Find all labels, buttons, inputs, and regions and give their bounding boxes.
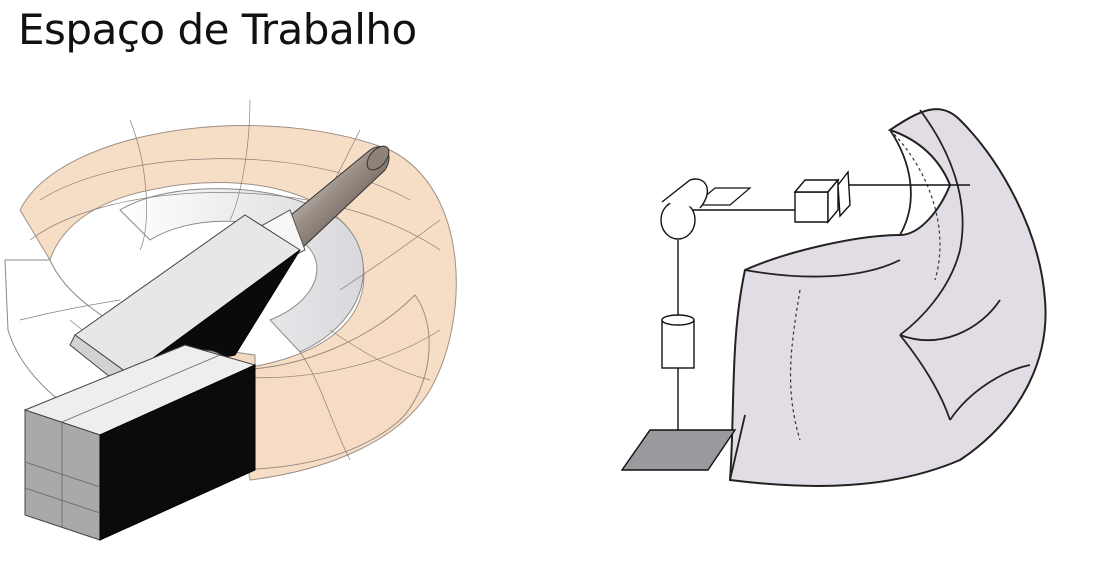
base-plate xyxy=(620,429,737,471)
scara-workspace-volume-icon xyxy=(620,108,1047,487)
joint-cylinder-2 xyxy=(661,319,695,369)
joint-cylinder-2-cap xyxy=(661,314,695,326)
page-title: Espaço de Trabalho xyxy=(18,5,417,54)
robot-links xyxy=(677,184,970,440)
wrist-box-side xyxy=(827,178,839,224)
joint-cylinder-1-body xyxy=(661,178,709,209)
torus-front-band xyxy=(224,294,430,471)
arm-cylinder-cap xyxy=(366,145,390,171)
wrist-box-front xyxy=(794,191,829,223)
joint-plate-top xyxy=(693,187,752,206)
arm-base-side xyxy=(99,364,256,541)
workspace-volume-edges xyxy=(729,109,1031,481)
arm-base-grid xyxy=(24,354,221,527)
scara-workspace-figure xyxy=(600,90,1080,510)
toroidal-workspace-robot-icon xyxy=(4,99,457,541)
toroidal-workspace-figure xyxy=(0,90,470,560)
wrist-flange xyxy=(837,170,851,218)
workspace-volume-body xyxy=(728,108,1047,487)
workspace-volume-hidden-edges xyxy=(789,129,941,441)
joint-cylinder-1 xyxy=(660,200,696,240)
